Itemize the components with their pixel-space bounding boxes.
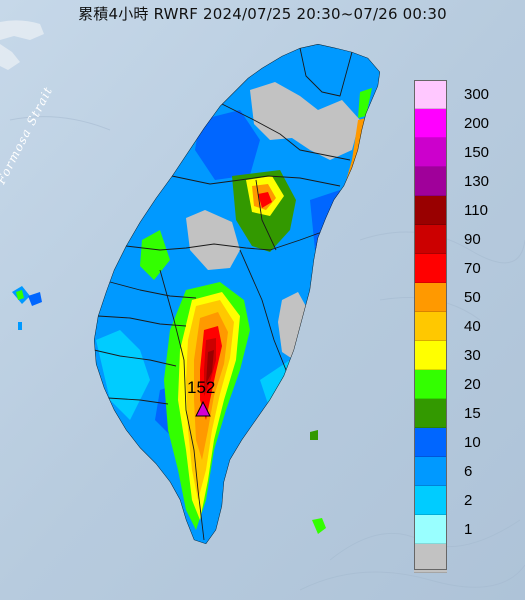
rain-east-coast-strip [358, 88, 372, 118]
rain-70mm-core [258, 192, 272, 208]
legend-row: 30 [414, 341, 518, 370]
legend-row: 300 [414, 80, 518, 109]
legend-row: 110 [414, 196, 518, 225]
legend-label: 10 [464, 434, 481, 451]
legend-label: 130 [464, 173, 490, 190]
legend-label: 2 [464, 492, 473, 509]
legend-swatch [414, 370, 447, 399]
legend-label: 6 [464, 463, 473, 480]
legend-swatch [414, 80, 447, 109]
legend-swatch [414, 138, 447, 167]
legend-label: 40 [464, 318, 481, 335]
rain-no-rain-central [186, 210, 240, 270]
legend-swatch [414, 486, 447, 515]
legend-swatch [414, 457, 447, 486]
legend-row: 15 [414, 399, 518, 428]
legend-label: 70 [464, 260, 481, 277]
max-rainfall-value: 152 [187, 378, 216, 397]
offshore-islands [12, 286, 326, 534]
legend-row: 90 [414, 225, 518, 254]
legend-row: 2 [414, 486, 518, 515]
rain-10mm-patch [195, 110, 260, 180]
legend-row: 20 [414, 370, 518, 399]
legend-swatch [414, 225, 447, 254]
legend-swatch [414, 428, 447, 457]
rain-110mm-core [206, 350, 214, 384]
legend-label: 150 [464, 144, 490, 161]
legend-row: 70 [414, 254, 518, 283]
legend-row: 10 [414, 428, 518, 457]
legend-row: 40 [414, 312, 518, 341]
rain-no-rain-north [250, 82, 360, 160]
legend-swatch [414, 544, 447, 573]
legend-swatch [414, 196, 447, 225]
legend-label: 50 [464, 289, 481, 306]
legend-label: 1 [464, 521, 473, 538]
legend-row: 200 [414, 109, 518, 138]
legend-swatch [414, 515, 447, 544]
legend-swatch [414, 254, 447, 283]
triangle-marker-icon [195, 400, 211, 417]
rain-2mm-patch [96, 330, 150, 420]
mainland-coast [0, 20, 44, 70]
legend-row: 1 [414, 515, 518, 544]
max-rainfall-marker [195, 400, 211, 417]
rainfall-legend: 300 200 150 130 110 90 70 50 40 30 20 15 10 6 2 1 [414, 80, 518, 573]
legend-swatch [414, 312, 447, 341]
legend-row: 50 [414, 283, 518, 312]
legend-swatch [414, 109, 447, 138]
legend-label: 30 [464, 347, 481, 364]
legend-row: 150 [414, 138, 518, 167]
legend-row [414, 544, 518, 573]
legend-swatch [414, 341, 447, 370]
legend-row: 130 [414, 167, 518, 196]
legend-swatch [414, 399, 447, 428]
legend-row: 6 [414, 457, 518, 486]
legend-label: 90 [464, 231, 481, 248]
rain-20mm-band [140, 230, 170, 280]
map-title: 累積4小時 RWRF 2024/07/25 20:30~07/26 00:30 [78, 5, 447, 23]
legend-label: 110 [464, 202, 488, 219]
legend-swatch [414, 283, 447, 312]
legend-swatch [414, 167, 447, 196]
legend-label: 200 [464, 115, 490, 132]
county-borders [94, 44, 380, 544]
legend-label: 300 [464, 86, 490, 103]
legend-label: 20 [464, 376, 481, 393]
legend-label: 15 [464, 405, 481, 422]
